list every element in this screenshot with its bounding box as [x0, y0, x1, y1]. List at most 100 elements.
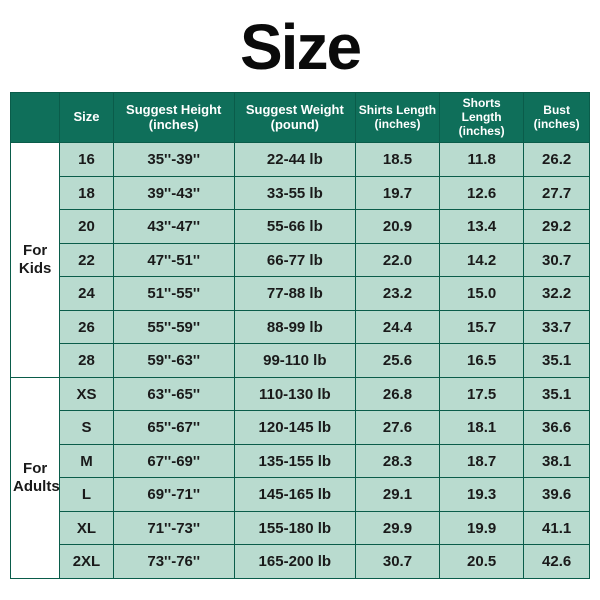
cell-weight: 66-77 lb: [234, 243, 355, 277]
cell-shirts: 29.1: [355, 478, 439, 512]
cell-size: 26: [60, 310, 113, 344]
cell-bust: 30.7: [524, 243, 590, 277]
cell-shorts: 18.7: [440, 444, 524, 478]
cell-weight: 22-44 lb: [234, 143, 355, 177]
cell-weight: 88-99 lb: [234, 310, 355, 344]
table-header: SizeSuggest Height(inches)Suggest Weight…: [11, 93, 590, 143]
cell-bust: 27.7: [524, 176, 590, 210]
cell-bust: 35.1: [524, 344, 590, 378]
col-header-label: Bust: [543, 103, 570, 117]
cell-shirts: 25.6: [355, 344, 439, 378]
cell-weight: 165-200 lb: [234, 545, 355, 579]
col-header-sublabel: (inches): [442, 125, 521, 139]
col-header-sublabel: (pound): [237, 118, 353, 133]
cell-size: M: [60, 444, 113, 478]
cell-height: 55''-59'': [113, 310, 234, 344]
cell-shirts: 28.3: [355, 444, 439, 478]
cell-shirts: 20.9: [355, 210, 439, 244]
cell-shirts: 23.2: [355, 277, 439, 311]
cell-height: 39''-43'': [113, 176, 234, 210]
cell-shorts: 14.2: [440, 243, 524, 277]
table-row: 2451''-55''77-88 lb23.215.032.2: [11, 277, 590, 311]
table-row: L69''-71''145-165 lb29.119.339.6: [11, 478, 590, 512]
col-header-sublabel: (inches): [358, 118, 437, 132]
table-row: XL71''-73''155-180 lb29.919.941.1: [11, 511, 590, 545]
cell-height: 67''-69'': [113, 444, 234, 478]
cell-shirts: 26.8: [355, 377, 439, 411]
cell-bust: 38.1: [524, 444, 590, 478]
cell-shorts: 13.4: [440, 210, 524, 244]
cell-bust: 42.6: [524, 545, 590, 579]
cell-height: 35''-39'': [113, 143, 234, 177]
cell-size: XS: [60, 377, 113, 411]
col-header-weight: Suggest Weight(pound): [234, 93, 355, 143]
cell-size: S: [60, 411, 113, 445]
table-row: M67''-69''135-155 lb28.318.738.1: [11, 444, 590, 478]
cell-shorts: 15.7: [440, 310, 524, 344]
cell-height: 63''-65'': [113, 377, 234, 411]
cell-height: 51''-55'': [113, 277, 234, 311]
cell-height: 47''-51'': [113, 243, 234, 277]
cell-bust: 32.2: [524, 277, 590, 311]
cell-bust: 29.2: [524, 210, 590, 244]
col-header-height: Suggest Height(inches): [113, 93, 234, 143]
cell-shorts: 20.5: [440, 545, 524, 579]
cell-height: 69''-71'': [113, 478, 234, 512]
cell-size: 22: [60, 243, 113, 277]
cell-weight: 135-155 lb: [234, 444, 355, 478]
col-header-group: [11, 93, 60, 143]
cell-weight: 55-66 lb: [234, 210, 355, 244]
size-chart: SizeSuggest Height(inches)Suggest Weight…: [10, 92, 590, 579]
table-row: 2XL73''-76''165-200 lb30.720.542.6: [11, 545, 590, 579]
cell-weight: 99-110 lb: [234, 344, 355, 378]
size-table: SizeSuggest Height(inches)Suggest Weight…: [10, 92, 590, 579]
group-label: ForKids: [11, 143, 60, 378]
cell-height: 43''-47'': [113, 210, 234, 244]
cell-shorts: 19.3: [440, 478, 524, 512]
page-title: Size: [240, 10, 360, 84]
table-row: 2655''-59''88-99 lb24.415.733.7: [11, 310, 590, 344]
cell-height: 73''-76'': [113, 545, 234, 579]
col-header-size: Size: [60, 93, 113, 143]
table-row: ForKids1635''-39''22-44 lb18.511.826.2: [11, 143, 590, 177]
cell-height: 65''-67'': [113, 411, 234, 445]
cell-weight: 145-165 lb: [234, 478, 355, 512]
col-header-label: Suggest Weight: [246, 102, 344, 117]
col-header-sublabel: (inches): [526, 118, 587, 132]
cell-height: 71''-73'': [113, 511, 234, 545]
col-header-bust: Bust(inches): [524, 93, 590, 143]
cell-size: 18: [60, 176, 113, 210]
col-header-label: Size: [73, 109, 99, 124]
table-row: 2247''-51''66-77 lb22.014.230.7: [11, 243, 590, 277]
cell-shorts: 19.9: [440, 511, 524, 545]
cell-shorts: 18.1: [440, 411, 524, 445]
col-header-sublabel: (inches): [116, 118, 232, 133]
table-row: 1839''-43''33-55 lb19.712.627.7: [11, 176, 590, 210]
cell-weight: 110-130 lb: [234, 377, 355, 411]
cell-height: 59''-63'': [113, 344, 234, 378]
cell-shorts: 17.5: [440, 377, 524, 411]
cell-weight: 155-180 lb: [234, 511, 355, 545]
col-header-label: Shirts Length: [359, 103, 436, 117]
cell-bust: 39.6: [524, 478, 590, 512]
cell-weight: 120-145 lb: [234, 411, 355, 445]
cell-bust: 26.2: [524, 143, 590, 177]
cell-bust: 35.1: [524, 377, 590, 411]
cell-shorts: 15.0: [440, 277, 524, 311]
col-header-shirts: Shirts Length(inches): [355, 93, 439, 143]
table-row: ForAdultsXS63''-65''110-130 lb26.817.535…: [11, 377, 590, 411]
cell-shirts: 30.7: [355, 545, 439, 579]
cell-shorts: 12.6: [440, 176, 524, 210]
cell-size: 16: [60, 143, 113, 177]
col-header-label: Shorts Length: [462, 96, 502, 124]
cell-shirts: 22.0: [355, 243, 439, 277]
table-row: 2043''-47''55-66 lb20.913.429.2: [11, 210, 590, 244]
cell-bust: 41.1: [524, 511, 590, 545]
col-header-label: Suggest Height: [126, 102, 221, 117]
table-row: 2859''-63''99-110 lb25.616.535.1: [11, 344, 590, 378]
cell-shirts: 18.5: [355, 143, 439, 177]
group-label: ForAdults: [11, 377, 60, 578]
cell-shorts: 11.8: [440, 143, 524, 177]
cell-bust: 33.7: [524, 310, 590, 344]
cell-size: XL: [60, 511, 113, 545]
